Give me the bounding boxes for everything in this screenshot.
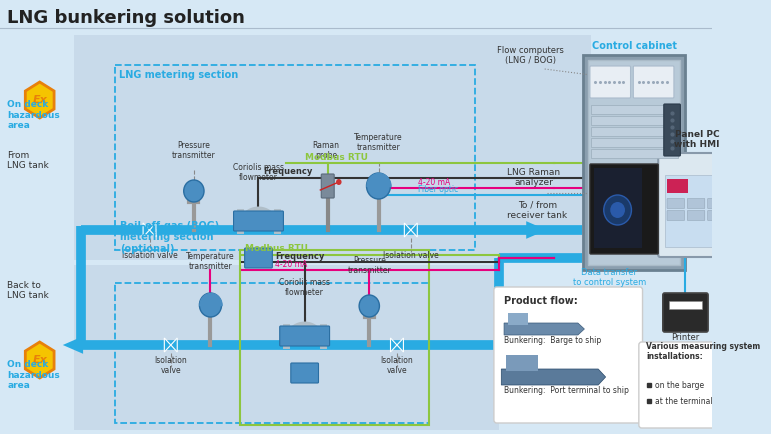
FancyBboxPatch shape: [591, 116, 678, 125]
Text: Ex: Ex: [32, 355, 47, 365]
Circle shape: [183, 180, 204, 202]
Polygon shape: [501, 369, 605, 385]
Text: Printer: Printer: [671, 333, 699, 342]
Polygon shape: [150, 223, 156, 237]
Text: at the terminal: at the terminal: [655, 397, 712, 405]
Text: Various measuring system
installations:: Various measuring system installations:: [646, 342, 760, 361]
Text: Isolation valve: Isolation valve: [383, 251, 439, 260]
Polygon shape: [143, 223, 150, 237]
Text: 4-20 mA: 4-20 mA: [275, 260, 308, 269]
Text: LNG metering section: LNG metering section: [119, 70, 238, 80]
FancyBboxPatch shape: [669, 301, 702, 309]
FancyBboxPatch shape: [234, 211, 284, 231]
FancyBboxPatch shape: [280, 326, 329, 346]
Text: Raman
probe: Raman probe: [312, 141, 339, 160]
Text: Bunkering:  Barge to ship: Bunkering: Barge to ship: [504, 336, 601, 345]
Polygon shape: [411, 223, 417, 237]
FancyBboxPatch shape: [322, 174, 334, 198]
Polygon shape: [62, 336, 83, 354]
FancyBboxPatch shape: [708, 210, 726, 220]
FancyBboxPatch shape: [639, 342, 728, 428]
Text: Pressure
transmitter: Pressure transmitter: [348, 256, 391, 275]
Text: Isolation
valve: Isolation valve: [381, 355, 413, 375]
Polygon shape: [25, 342, 54, 378]
FancyBboxPatch shape: [687, 210, 705, 220]
FancyBboxPatch shape: [591, 138, 678, 147]
FancyBboxPatch shape: [590, 164, 658, 254]
Text: To / from
receiver tank: To / from receiver tank: [507, 201, 567, 220]
Circle shape: [604, 195, 631, 225]
FancyBboxPatch shape: [588, 60, 680, 265]
Text: Data transfer
to control system: Data transfer to control system: [573, 268, 646, 287]
Text: Fiber optic: Fiber optic: [418, 185, 459, 194]
Text: LNG bunkering solution: LNG bunkering solution: [8, 9, 245, 27]
Text: Control cabinet: Control cabinet: [591, 41, 677, 51]
FancyBboxPatch shape: [667, 198, 685, 208]
Text: Modbus RTU: Modbus RTU: [305, 153, 368, 162]
FancyBboxPatch shape: [74, 265, 499, 430]
Text: On deck
hazardous
area: On deck hazardous area: [8, 360, 60, 390]
Text: Modbus RTU: Modbus RTU: [244, 244, 308, 253]
FancyBboxPatch shape: [506, 355, 538, 371]
Circle shape: [359, 295, 379, 317]
Circle shape: [610, 202, 625, 218]
FancyBboxPatch shape: [594, 168, 641, 248]
FancyBboxPatch shape: [590, 66, 631, 98]
Text: Temperature
transmitter: Temperature transmitter: [186, 252, 235, 271]
Polygon shape: [404, 223, 411, 237]
Text: Boil-off-gas (BOG)
metering section
(optional): Boil-off-gas (BOG) metering section (opt…: [120, 221, 219, 254]
Text: Ex: Ex: [32, 95, 47, 105]
Text: LNG Raman
analyzer: LNG Raman analyzer: [507, 168, 561, 187]
FancyBboxPatch shape: [591, 127, 678, 136]
Text: on the barge: on the barge: [655, 381, 704, 389]
Text: Product flow:: Product flow:: [504, 296, 577, 306]
FancyBboxPatch shape: [664, 104, 680, 156]
Circle shape: [200, 293, 221, 317]
Text: Pressure
transmitter: Pressure transmitter: [172, 141, 216, 160]
Text: Frequency: Frequency: [275, 252, 325, 261]
Text: Temperature
transmitter: Temperature transmitter: [354, 133, 402, 152]
Polygon shape: [527, 221, 547, 239]
Polygon shape: [390, 338, 397, 352]
FancyBboxPatch shape: [687, 198, 705, 208]
Text: Frequency: Frequency: [263, 167, 312, 176]
FancyBboxPatch shape: [663, 293, 708, 332]
Text: Bunkering:  Port terminal to ship: Bunkering: Port terminal to ship: [504, 386, 629, 395]
FancyBboxPatch shape: [668, 179, 688, 193]
Text: Isolation valve: Isolation valve: [122, 251, 177, 260]
Text: Flow computers
(LNG / BOG): Flow computers (LNG / BOG): [497, 46, 564, 65]
Text: On deck
hazardous
area: On deck hazardous area: [8, 100, 60, 130]
FancyBboxPatch shape: [591, 149, 678, 158]
Text: 4-20 mA: 4-20 mA: [418, 178, 450, 187]
Polygon shape: [171, 338, 177, 352]
FancyBboxPatch shape: [708, 198, 726, 208]
FancyBboxPatch shape: [665, 175, 729, 247]
Polygon shape: [25, 82, 54, 118]
FancyBboxPatch shape: [244, 248, 272, 268]
FancyBboxPatch shape: [291, 363, 318, 383]
FancyBboxPatch shape: [74, 35, 591, 260]
Text: Panel PC
with HMI: Panel PC with HMI: [675, 130, 720, 149]
Polygon shape: [504, 323, 584, 335]
FancyBboxPatch shape: [667, 210, 685, 220]
FancyBboxPatch shape: [508, 313, 528, 325]
Circle shape: [366, 173, 390, 199]
Text: Coriolis mass
flowmeter: Coriolis mass flowmeter: [233, 163, 284, 182]
FancyBboxPatch shape: [494, 287, 642, 423]
Polygon shape: [397, 338, 403, 352]
Text: Back to
LNG tank: Back to LNG tank: [8, 281, 49, 300]
Text: From
LNG tank: From LNG tank: [8, 151, 49, 170]
FancyBboxPatch shape: [591, 105, 678, 114]
Polygon shape: [164, 338, 171, 352]
FancyBboxPatch shape: [658, 153, 736, 257]
FancyBboxPatch shape: [584, 55, 685, 270]
Circle shape: [336, 179, 342, 185]
Text: Isolation
valve: Isolation valve: [154, 355, 187, 375]
Text: Coriolis mass
flowmeter: Coriolis mass flowmeter: [279, 278, 330, 297]
FancyBboxPatch shape: [633, 66, 674, 98]
